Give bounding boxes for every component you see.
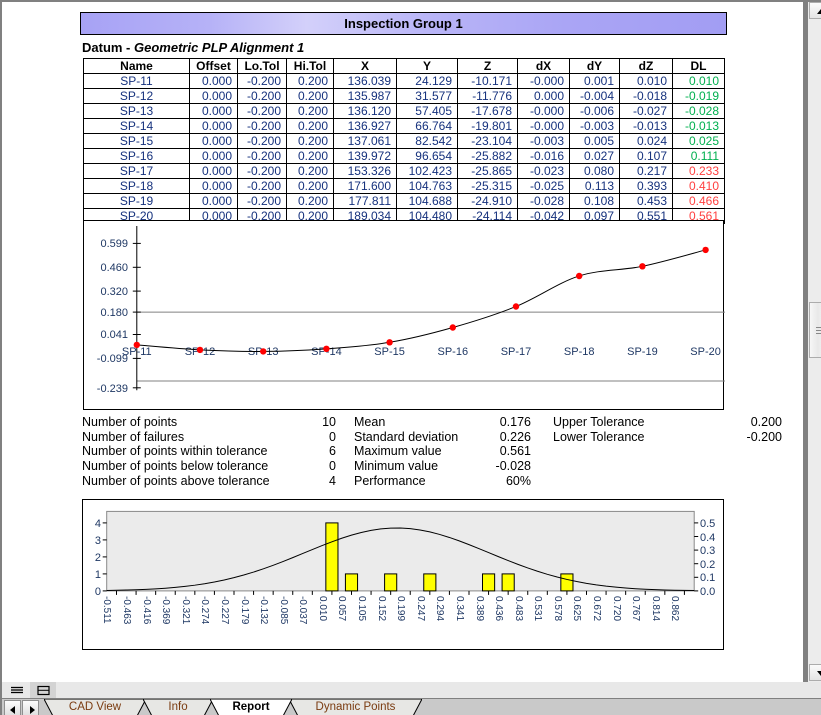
svg-text:SP-15: SP-15	[374, 346, 405, 358]
svg-text:0.180: 0.180	[100, 307, 128, 319]
svg-text:SP-20: SP-20	[690, 346, 721, 358]
svg-text:0.599: 0.599	[100, 238, 128, 250]
svg-text:SP-16: SP-16	[438, 346, 469, 358]
svg-text:SP-18: SP-18	[564, 346, 595, 358]
svg-text:0.320: 0.320	[100, 286, 128, 298]
svg-text:0.041: 0.041	[100, 329, 128, 341]
svg-text:SP-19: SP-19	[627, 346, 658, 358]
svg-text:SP-17: SP-17	[501, 346, 532, 358]
svg-text:0.460: 0.460	[100, 262, 128, 274]
svg-text:-0.239: -0.239	[97, 383, 128, 395]
